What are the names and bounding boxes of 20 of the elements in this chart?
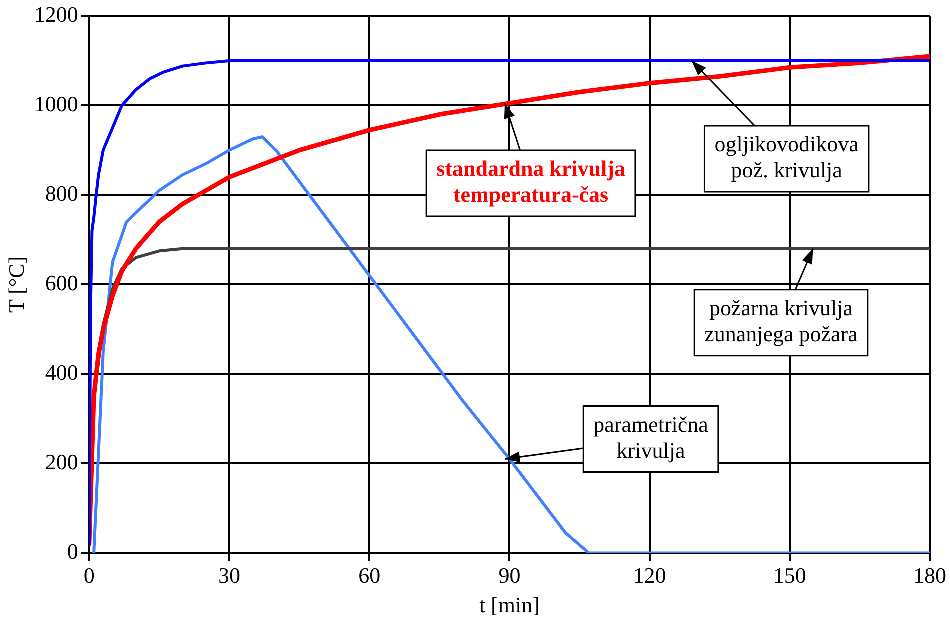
annotation: ogljikovodikova pož. krivulja bbox=[714, 132, 860, 183]
x-axis-title: t [min] bbox=[479, 592, 540, 618]
y-tick-label: 600 bbox=[45, 270, 78, 296]
x-tick-label: 30 bbox=[218, 563, 240, 588]
x-tick-label: 180 bbox=[914, 563, 946, 588]
y-tick-label: 0 bbox=[67, 538, 78, 564]
y-tick-label: 800 bbox=[45, 180, 78, 206]
y-tick-label: 200 bbox=[45, 449, 78, 474]
annotation: parametrična krivulja bbox=[594, 412, 709, 464]
x-tick-label: 150 bbox=[773, 563, 806, 588]
x-tick-label: 90 bbox=[498, 563, 521, 588]
y-axis-title: T [°C] bbox=[4, 256, 29, 314]
x-tick-label: 0 bbox=[84, 563, 95, 588]
x-tick-label: 120 bbox=[633, 563, 666, 588]
x-tick-label: 60 bbox=[358, 563, 381, 588]
annotation: standardna krivulja temperatura-čas bbox=[436, 156, 626, 208]
y-tick-label: 400 bbox=[45, 360, 78, 385]
annotation: požarna krivulja zunanjega požara bbox=[704, 296, 858, 347]
y-tick-label: 1200 bbox=[34, 2, 78, 27]
y-tick-label: 1000 bbox=[34, 91, 78, 116]
